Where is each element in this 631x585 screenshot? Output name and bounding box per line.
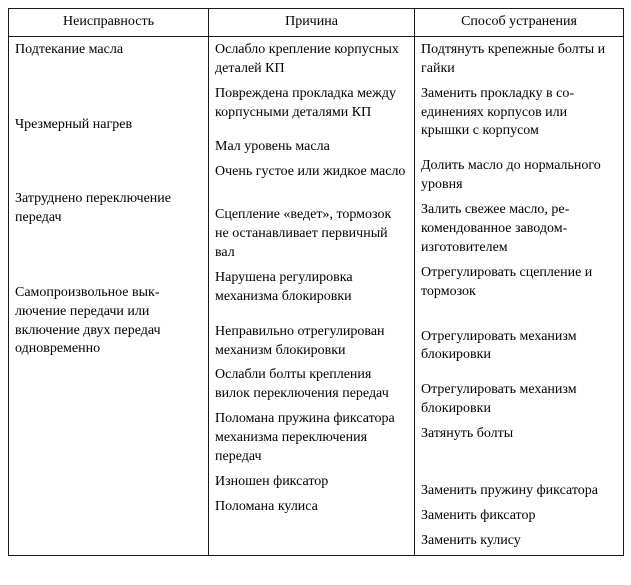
cause-text: Нарушена регулировка механизма блокировк… [215, 269, 408, 307]
cause-text: Очень густое или жидкое масло [215, 163, 408, 182]
cause-text: Мал уровень масла [215, 138, 408, 157]
cause-text: Ослабло крепление кор­пусных деталей КП [215, 41, 408, 79]
fix-text: Подтянуть крепежные болты и гайки [421, 41, 617, 79]
cause-text: Поломана пружина фик­сатора механизма пе… [215, 410, 408, 467]
fault-text: Подтекание масла [15, 41, 202, 60]
table-header-row: Неисправность Причина Способ устранения [9, 9, 624, 37]
fix-text: Заменить прокладку в со­единениях корпус… [421, 85, 617, 142]
col-header-fix: Способ устранения [415, 9, 624, 37]
cause-text: Ослабли болты крепления вилок переключен… [215, 366, 408, 404]
cell-cause: Ослабло крепление кор­пусных деталей КП … [209, 36, 415, 555]
fix-text: Залить свежее масло, ре­комендованное за… [421, 201, 617, 258]
fault-text: Затруднено переключение передач [15, 190, 202, 228]
fix-text: Затянуть болты [421, 425, 617, 444]
cause-text: Поломана кулиса [215, 498, 408, 517]
col-header-cause: Причина [209, 9, 415, 37]
fix-text: Заменить фиксатор [421, 507, 617, 526]
fault-text: Чрезмерный нагрев [15, 116, 202, 135]
fix-text: Заменить пружину фикса­тора [421, 482, 617, 501]
fix-text: Отрегулировать сцепление и тормозок [421, 264, 617, 302]
cell-fault: Подтекание масла Чрезмерный нагрев Затру… [9, 36, 209, 555]
col-header-fault: Неисправность [9, 9, 209, 37]
fix-text: Заменить кулису [421, 532, 617, 551]
cause-text: Повреждена прокладка между корпусными де… [215, 85, 408, 123]
troubleshooting-table: Неисправность Причина Способ устранения … [8, 8, 624, 556]
fix-text: Отрегулировать механизм блокировки [421, 328, 617, 366]
cause-text: Сцепление «ведет», тор­мозок не останавл… [215, 206, 408, 263]
fix-text: Отрегулировать механизм блокировки [421, 381, 617, 419]
cause-text: Изношен фиксатор [215, 473, 408, 492]
fix-text: Долить масло до нормаль­ного уровня [421, 157, 617, 195]
table-row: Подтекание масла Чрезмерный нагрев Затру… [9, 36, 624, 555]
cause-text: Неправильно отрегулиро­ван механизм блок… [215, 323, 408, 361]
fault-text: Самопроизвольное вык­лючение передачи ил… [15, 284, 202, 360]
table-body: Подтекание масла Чрезмерный нагрев Затру… [9, 36, 624, 555]
cell-fix: Подтянуть крепежные болты и гайки Замени… [415, 36, 624, 555]
